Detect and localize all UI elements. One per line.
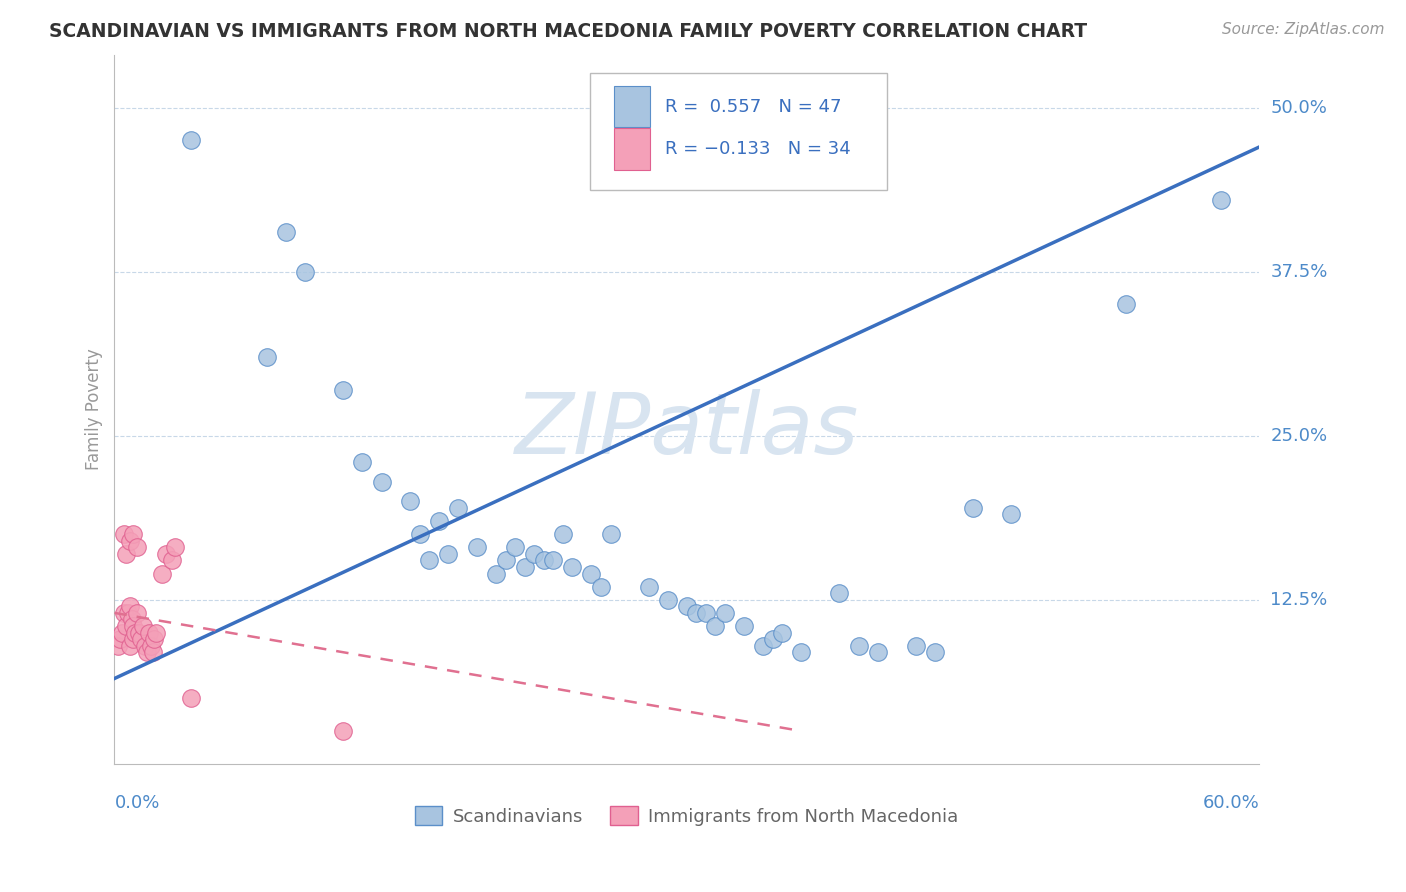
Point xyxy=(276,225,298,239)
Text: 12.5%: 12.5% xyxy=(1271,591,1327,608)
Point xyxy=(117,606,139,620)
Point xyxy=(112,527,135,541)
Point xyxy=(447,500,470,515)
Point xyxy=(848,639,870,653)
Point xyxy=(180,133,202,147)
Point xyxy=(418,553,440,567)
Point xyxy=(256,350,278,364)
Point xyxy=(118,639,141,653)
Text: R =  0.557   N = 47: R = 0.557 N = 47 xyxy=(665,97,842,116)
Point xyxy=(118,599,141,614)
Point xyxy=(1115,297,1137,311)
Point xyxy=(485,566,508,581)
Point xyxy=(704,619,727,633)
Point xyxy=(135,645,157,659)
Point xyxy=(127,541,149,555)
Point xyxy=(589,580,612,594)
Point xyxy=(155,547,177,561)
Point xyxy=(790,645,813,659)
Point xyxy=(523,547,546,561)
Point xyxy=(543,553,565,567)
Point xyxy=(503,541,526,555)
Point xyxy=(924,645,946,659)
Point xyxy=(160,553,183,567)
Point xyxy=(695,606,717,620)
Point xyxy=(165,541,187,555)
Point xyxy=(409,527,432,541)
Point xyxy=(495,553,517,567)
Point xyxy=(139,639,162,653)
Point xyxy=(904,639,927,653)
Point xyxy=(551,527,574,541)
Point xyxy=(770,625,793,640)
Point xyxy=(118,533,141,548)
Point xyxy=(180,691,202,706)
Point xyxy=(675,599,697,614)
Text: 37.5%: 37.5% xyxy=(1271,262,1327,281)
Text: ZIPatlas: ZIPatlas xyxy=(515,389,859,472)
Point xyxy=(122,527,145,541)
Text: SCANDINAVIAN VS IMMIGRANTS FROM NORTH MACEDONIA FAMILY POVERTY CORRELATION CHART: SCANDINAVIAN VS IMMIGRANTS FROM NORTH MA… xyxy=(49,22,1087,41)
Point xyxy=(127,606,149,620)
Point xyxy=(115,619,138,633)
Point xyxy=(752,639,775,653)
Point xyxy=(128,625,150,640)
Point xyxy=(121,612,143,626)
Point xyxy=(533,553,555,567)
Point xyxy=(733,619,755,633)
Point xyxy=(685,606,707,620)
Point xyxy=(107,639,129,653)
Text: 50.0%: 50.0% xyxy=(1271,99,1327,117)
Point xyxy=(370,475,392,489)
Point xyxy=(762,632,785,647)
FancyBboxPatch shape xyxy=(613,86,650,128)
Point xyxy=(112,606,135,620)
Point xyxy=(1000,508,1022,522)
Point xyxy=(352,455,374,469)
Point xyxy=(122,619,145,633)
Point xyxy=(513,560,536,574)
Point xyxy=(132,619,155,633)
Point xyxy=(828,586,851,600)
Point xyxy=(599,527,621,541)
Point xyxy=(134,639,156,653)
Point xyxy=(145,625,167,640)
Text: 60.0%: 60.0% xyxy=(1202,795,1260,813)
Legend: Scandinavians, Immigrants from North Macedonia: Scandinavians, Immigrants from North Mac… xyxy=(415,806,959,826)
Point xyxy=(637,580,659,594)
Point xyxy=(332,724,354,739)
Point xyxy=(111,625,134,640)
Point xyxy=(1209,193,1232,207)
Point xyxy=(714,606,737,620)
Text: R = −0.133   N = 34: R = −0.133 N = 34 xyxy=(665,140,851,158)
Point xyxy=(962,500,984,515)
Point xyxy=(399,494,422,508)
Point xyxy=(150,566,173,581)
Point xyxy=(581,566,603,581)
Point xyxy=(561,560,583,574)
Text: 0.0%: 0.0% xyxy=(114,795,160,813)
Point xyxy=(465,541,488,555)
Point xyxy=(866,645,889,659)
Point xyxy=(122,632,145,647)
FancyBboxPatch shape xyxy=(613,128,650,170)
Point xyxy=(332,383,354,397)
Point xyxy=(124,625,146,640)
Point xyxy=(108,632,131,647)
Point xyxy=(294,265,316,279)
Point xyxy=(437,547,460,561)
Y-axis label: Family Poverty: Family Poverty xyxy=(86,349,103,470)
Point xyxy=(143,632,166,647)
FancyBboxPatch shape xyxy=(589,73,887,190)
Text: Source: ZipAtlas.com: Source: ZipAtlas.com xyxy=(1222,22,1385,37)
Point xyxy=(427,514,450,528)
Point xyxy=(142,645,165,659)
Text: 25.0%: 25.0% xyxy=(1271,426,1327,445)
Point xyxy=(657,592,679,607)
Point xyxy=(129,632,152,647)
Point xyxy=(115,547,138,561)
Point xyxy=(138,625,160,640)
